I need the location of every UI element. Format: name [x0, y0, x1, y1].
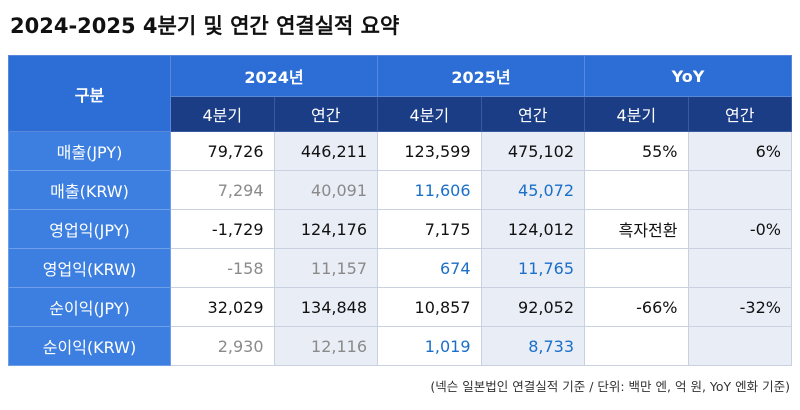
cell: 7,294 — [170, 170, 275, 210]
cell — [584, 170, 689, 210]
row-label: 순이익(JPY) — [8, 287, 171, 327]
cell — [687, 326, 792, 366]
cell — [687, 248, 792, 288]
table-row: 매출(JPY) 79,726 446,211 123,599 475,102 55% 6% — [8, 131, 792, 171]
sub-header: 4분기 — [170, 96, 275, 132]
cell: 124,012 — [480, 209, 585, 249]
corner-header: 구분 — [8, 55, 171, 132]
cell: 134,848 — [273, 287, 378, 327]
table-row: 순이익(KRW) 2,930 12,116 1,019 8,733 — [8, 326, 792, 366]
cell: 32,029 — [170, 287, 275, 327]
cell: 45,072 — [480, 170, 585, 210]
cell: 123,599 — [377, 131, 482, 171]
cell: -1,729 — [170, 209, 275, 249]
cell: 124,176 — [273, 209, 378, 249]
sub-header: 연간 — [687, 96, 792, 132]
cell: 10,857 — [377, 287, 482, 327]
cell: 12,116 — [273, 326, 378, 366]
group-header: YoY — [584, 55, 792, 97]
cell: -0% — [687, 209, 792, 249]
table-row: 영업익(JPY) -1,729 124,176 7,175 124,012 흑자전환 -0% — [8, 209, 792, 249]
group-header: 2025년 — [377, 55, 585, 97]
title: 2024-2025 4분기 및 연간 연결실적 요약 — [10, 14, 400, 38]
sub-header: 연간 — [480, 96, 585, 132]
cell: 2,930 — [170, 326, 275, 366]
table-row: 순이익(JPY) 32,029 134,848 10,857 92,052 -66% -32… — [8, 287, 792, 327]
cell — [687, 170, 792, 210]
cell: 1,019 — [377, 326, 482, 366]
footnote: (넥슨 일본법인 연결실적 기준 / 단위: 백만 엔, 억 원, YoY 엔화… — [430, 379, 790, 394]
cell: 475,102 — [480, 131, 585, 171]
sub-header: 연간 — [273, 96, 378, 132]
cell — [584, 326, 689, 366]
cell: 79,726 — [170, 131, 275, 171]
cell: 55% — [584, 131, 689, 171]
cell: 446,211 — [273, 131, 378, 171]
cell: -66% — [584, 287, 689, 327]
cell: 11,765 — [480, 248, 585, 288]
table-row: 영업익(KRW) -158 11,157 674 11,765 — [8, 248, 792, 288]
sub-header: 4분기 — [377, 96, 482, 132]
cell: 흑자전환 — [584, 209, 689, 249]
cell: 8,733 — [480, 326, 585, 366]
results-table: 구분 2024년 2025년 YoY 4분기 연간 4분기 연간 4분기 연간 매출(JP… — [8, 55, 792, 366]
row-label: 매출(JPY) — [8, 131, 171, 171]
row-label: 매출(KRW) — [8, 170, 171, 210]
cell: 11,157 — [273, 248, 378, 288]
cell: 11,606 — [377, 170, 482, 210]
cell: -32% — [687, 287, 792, 327]
cell: 92,052 — [480, 287, 585, 327]
group-header: 2024년 — [170, 55, 378, 97]
cell: 6% — [687, 131, 792, 171]
cell — [584, 248, 689, 288]
cell: 674 — [377, 248, 482, 288]
row-label: 영업익(KRW) — [8, 248, 171, 288]
cell: 7,175 — [377, 209, 482, 249]
cell: 40,091 — [273, 170, 378, 210]
table-row: 매출(KRW) 7,294 40,091 11,606 45,072 — [8, 170, 792, 210]
row-label: 영업익(JPY) — [8, 209, 171, 249]
cell: -158 — [170, 248, 275, 288]
row-label: 순이익(KRW) — [8, 326, 171, 366]
sub-header: 4분기 — [584, 96, 689, 132]
